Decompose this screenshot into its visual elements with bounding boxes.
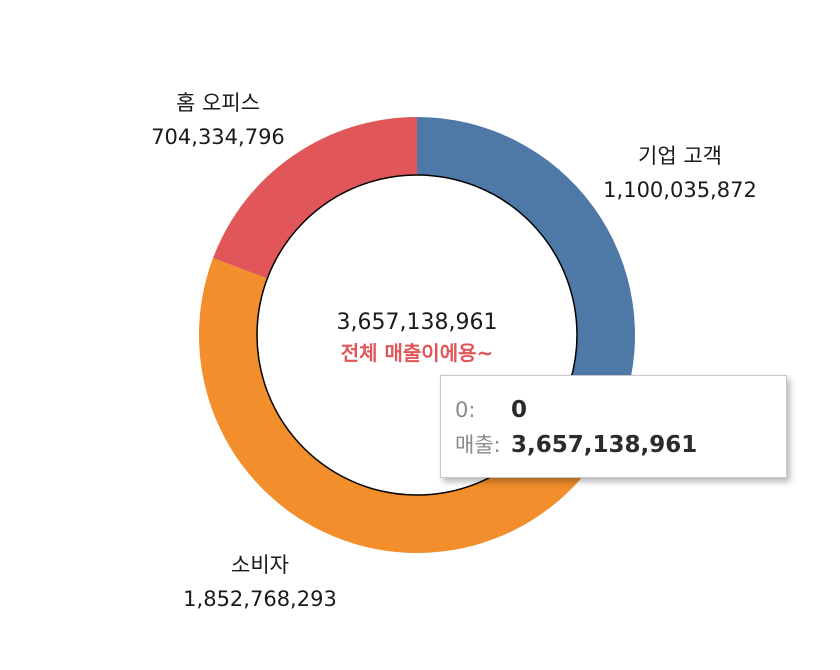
center-total-value: 3,657,138,961 (337, 310, 498, 335)
tooltip-value: 0 (511, 397, 528, 423)
segment-value-corporate: 1,100,035,872 (603, 178, 757, 202)
tooltip-key: 0: (455, 398, 476, 422)
tooltip-row-dimension: 0: 0 (455, 395, 527, 425)
tooltip-value: 3,657,138,961 (511, 432, 698, 458)
segment-label-corporate: 기업 고객 (638, 144, 722, 168)
segment-label-consumer: 소비자 (231, 553, 289, 577)
tooltip-key: 매출: (455, 433, 501, 457)
segment-value-consumer: 1,852,768,293 (183, 587, 337, 611)
segment-value-home-office: 704,334,796 (151, 125, 285, 149)
center-caption: 전체 매출이에용~ (341, 341, 494, 365)
tooltip-row-sales: 매출: 3,657,138,961 (455, 430, 697, 460)
tooltip: 0: 0 매출: 3,657,138,961 (440, 375, 787, 478)
segment-label-home-office: 홈 오피스 (176, 91, 260, 115)
